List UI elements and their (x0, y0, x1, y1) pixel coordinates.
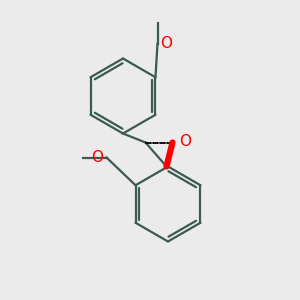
Text: O: O (160, 36, 172, 51)
Text: O: O (92, 150, 104, 165)
Text: O: O (179, 134, 191, 148)
